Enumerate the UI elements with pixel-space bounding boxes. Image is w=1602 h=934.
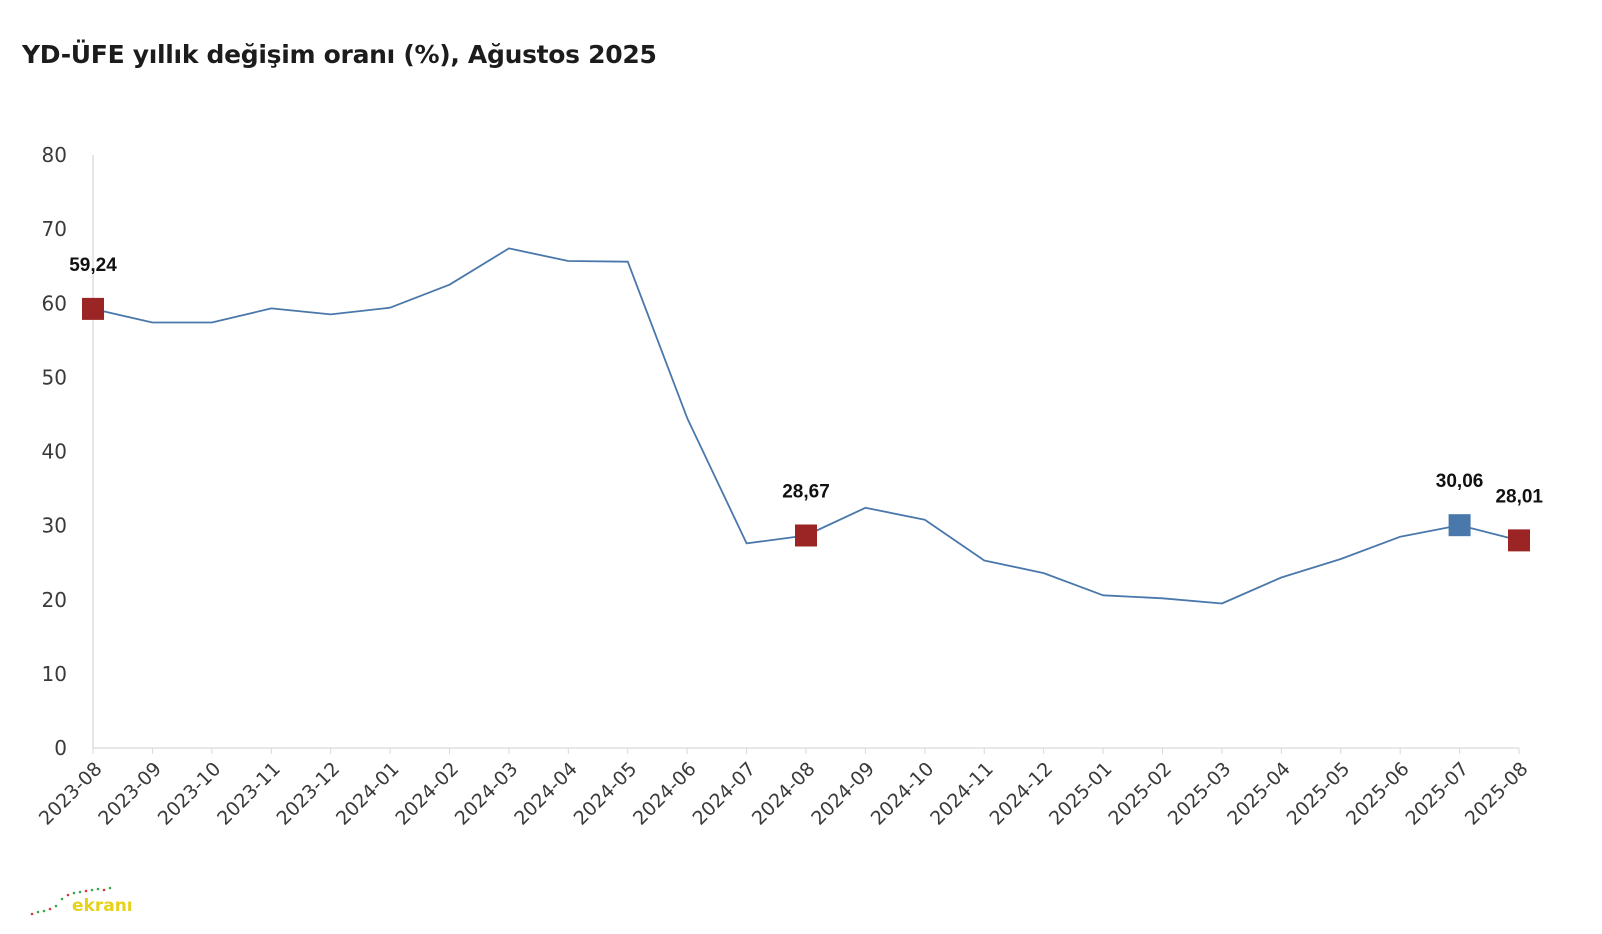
watermark-dot <box>42 909 46 913</box>
highlight-marker <box>1508 529 1530 552</box>
x-tick-label: 2025-08 <box>1461 758 1533 830</box>
watermark-dot <box>54 904 58 908</box>
x-tick-label: 2024-10 <box>867 758 939 830</box>
x-tick-label: 2023-09 <box>94 758 166 830</box>
x-tick-label: 2024-12 <box>986 758 1058 830</box>
x-tick-label: 2024-09 <box>807 758 879 830</box>
x-tick-label: 2024-03 <box>451 758 523 830</box>
y-tick-label: 20 <box>42 588 67 612</box>
y-tick-label: 10 <box>42 662 67 686</box>
chart-title: YD-ÜFE yıllık değişim oranı (%), Ağustos… <box>22 40 657 69</box>
watermark-dot <box>102 888 106 892</box>
series-line <box>92 247 1520 605</box>
watermark-dot <box>108 886 112 890</box>
highlight-marker <box>1448 514 1471 537</box>
x-tick-label: 2025-03 <box>1164 758 1236 830</box>
watermark-text: ekranı <box>72 896 133 916</box>
data-label: 28,67 <box>782 481 830 502</box>
x-tick-label: 2024-07 <box>688 758 760 830</box>
x-tick-label: 2025-04 <box>1223 758 1295 830</box>
watermark-dot <box>90 888 94 892</box>
x-tick-label: 2025-01 <box>1045 758 1117 830</box>
x-axis: 2023-082023-092023-102023-112023-122024-… <box>35 747 1533 830</box>
highlight-marker <box>82 297 104 320</box>
y-tick-label: 50 <box>42 365 67 389</box>
y-tick-label: 40 <box>42 440 67 464</box>
marker-layer: 59,24 28,67 30,06 28,01 <box>69 255 1543 552</box>
y-tick-label: 0 <box>54 736 67 760</box>
watermark-dot <box>72 891 76 895</box>
watermark-dot <box>48 907 52 911</box>
watermark-dot <box>96 887 100 891</box>
x-tick-label: 2023-08 <box>35 758 107 830</box>
x-tick-label: 2024-06 <box>629 758 701 830</box>
x-tick-label: 2023-11 <box>213 758 285 830</box>
x-tick-label: 2024-04 <box>510 758 582 830</box>
x-tick-label: 2025-05 <box>1283 758 1355 830</box>
x-tick-label: 2024-01 <box>332 758 404 830</box>
watermark-dot <box>36 910 40 914</box>
y-tick-label: 60 <box>42 291 67 315</box>
highlight-marker <box>795 524 817 547</box>
data-label: 28,01 <box>1495 486 1543 507</box>
watermark-logo: ekranı <box>28 884 138 924</box>
x-tick-label: 2025-06 <box>1342 758 1414 830</box>
x-tick-label: 2023-12 <box>273 758 345 830</box>
watermark-dot <box>78 890 82 894</box>
x-tick-label: 2025-07 <box>1401 758 1473 830</box>
y-axis: 0 10 20 30 40 50 60 70 80 <box>42 143 94 760</box>
watermark-dot <box>30 912 34 916</box>
x-tick-label: 2024-11 <box>926 758 998 830</box>
watermark-dot <box>66 893 70 897</box>
watermark-dot <box>84 889 88 893</box>
data-label: 59,24 <box>69 255 117 276</box>
x-tick-label: 2024-02 <box>391 758 463 830</box>
x-tick-label: 2024-08 <box>748 758 820 830</box>
y-tick-label: 70 <box>42 217 67 241</box>
series-layer <box>92 247 1520 605</box>
y-tick-label: 30 <box>42 514 67 538</box>
watermark-sparkline-icon <box>30 886 112 916</box>
watermark-dot <box>60 897 64 901</box>
y-tick-label: 80 <box>42 143 67 167</box>
x-tick-label: 2024-05 <box>570 758 642 830</box>
x-tick-label: 2025-02 <box>1104 758 1176 830</box>
x-tick-label: 2023-10 <box>154 758 226 830</box>
data-label: 30,06 <box>1436 471 1484 492</box>
